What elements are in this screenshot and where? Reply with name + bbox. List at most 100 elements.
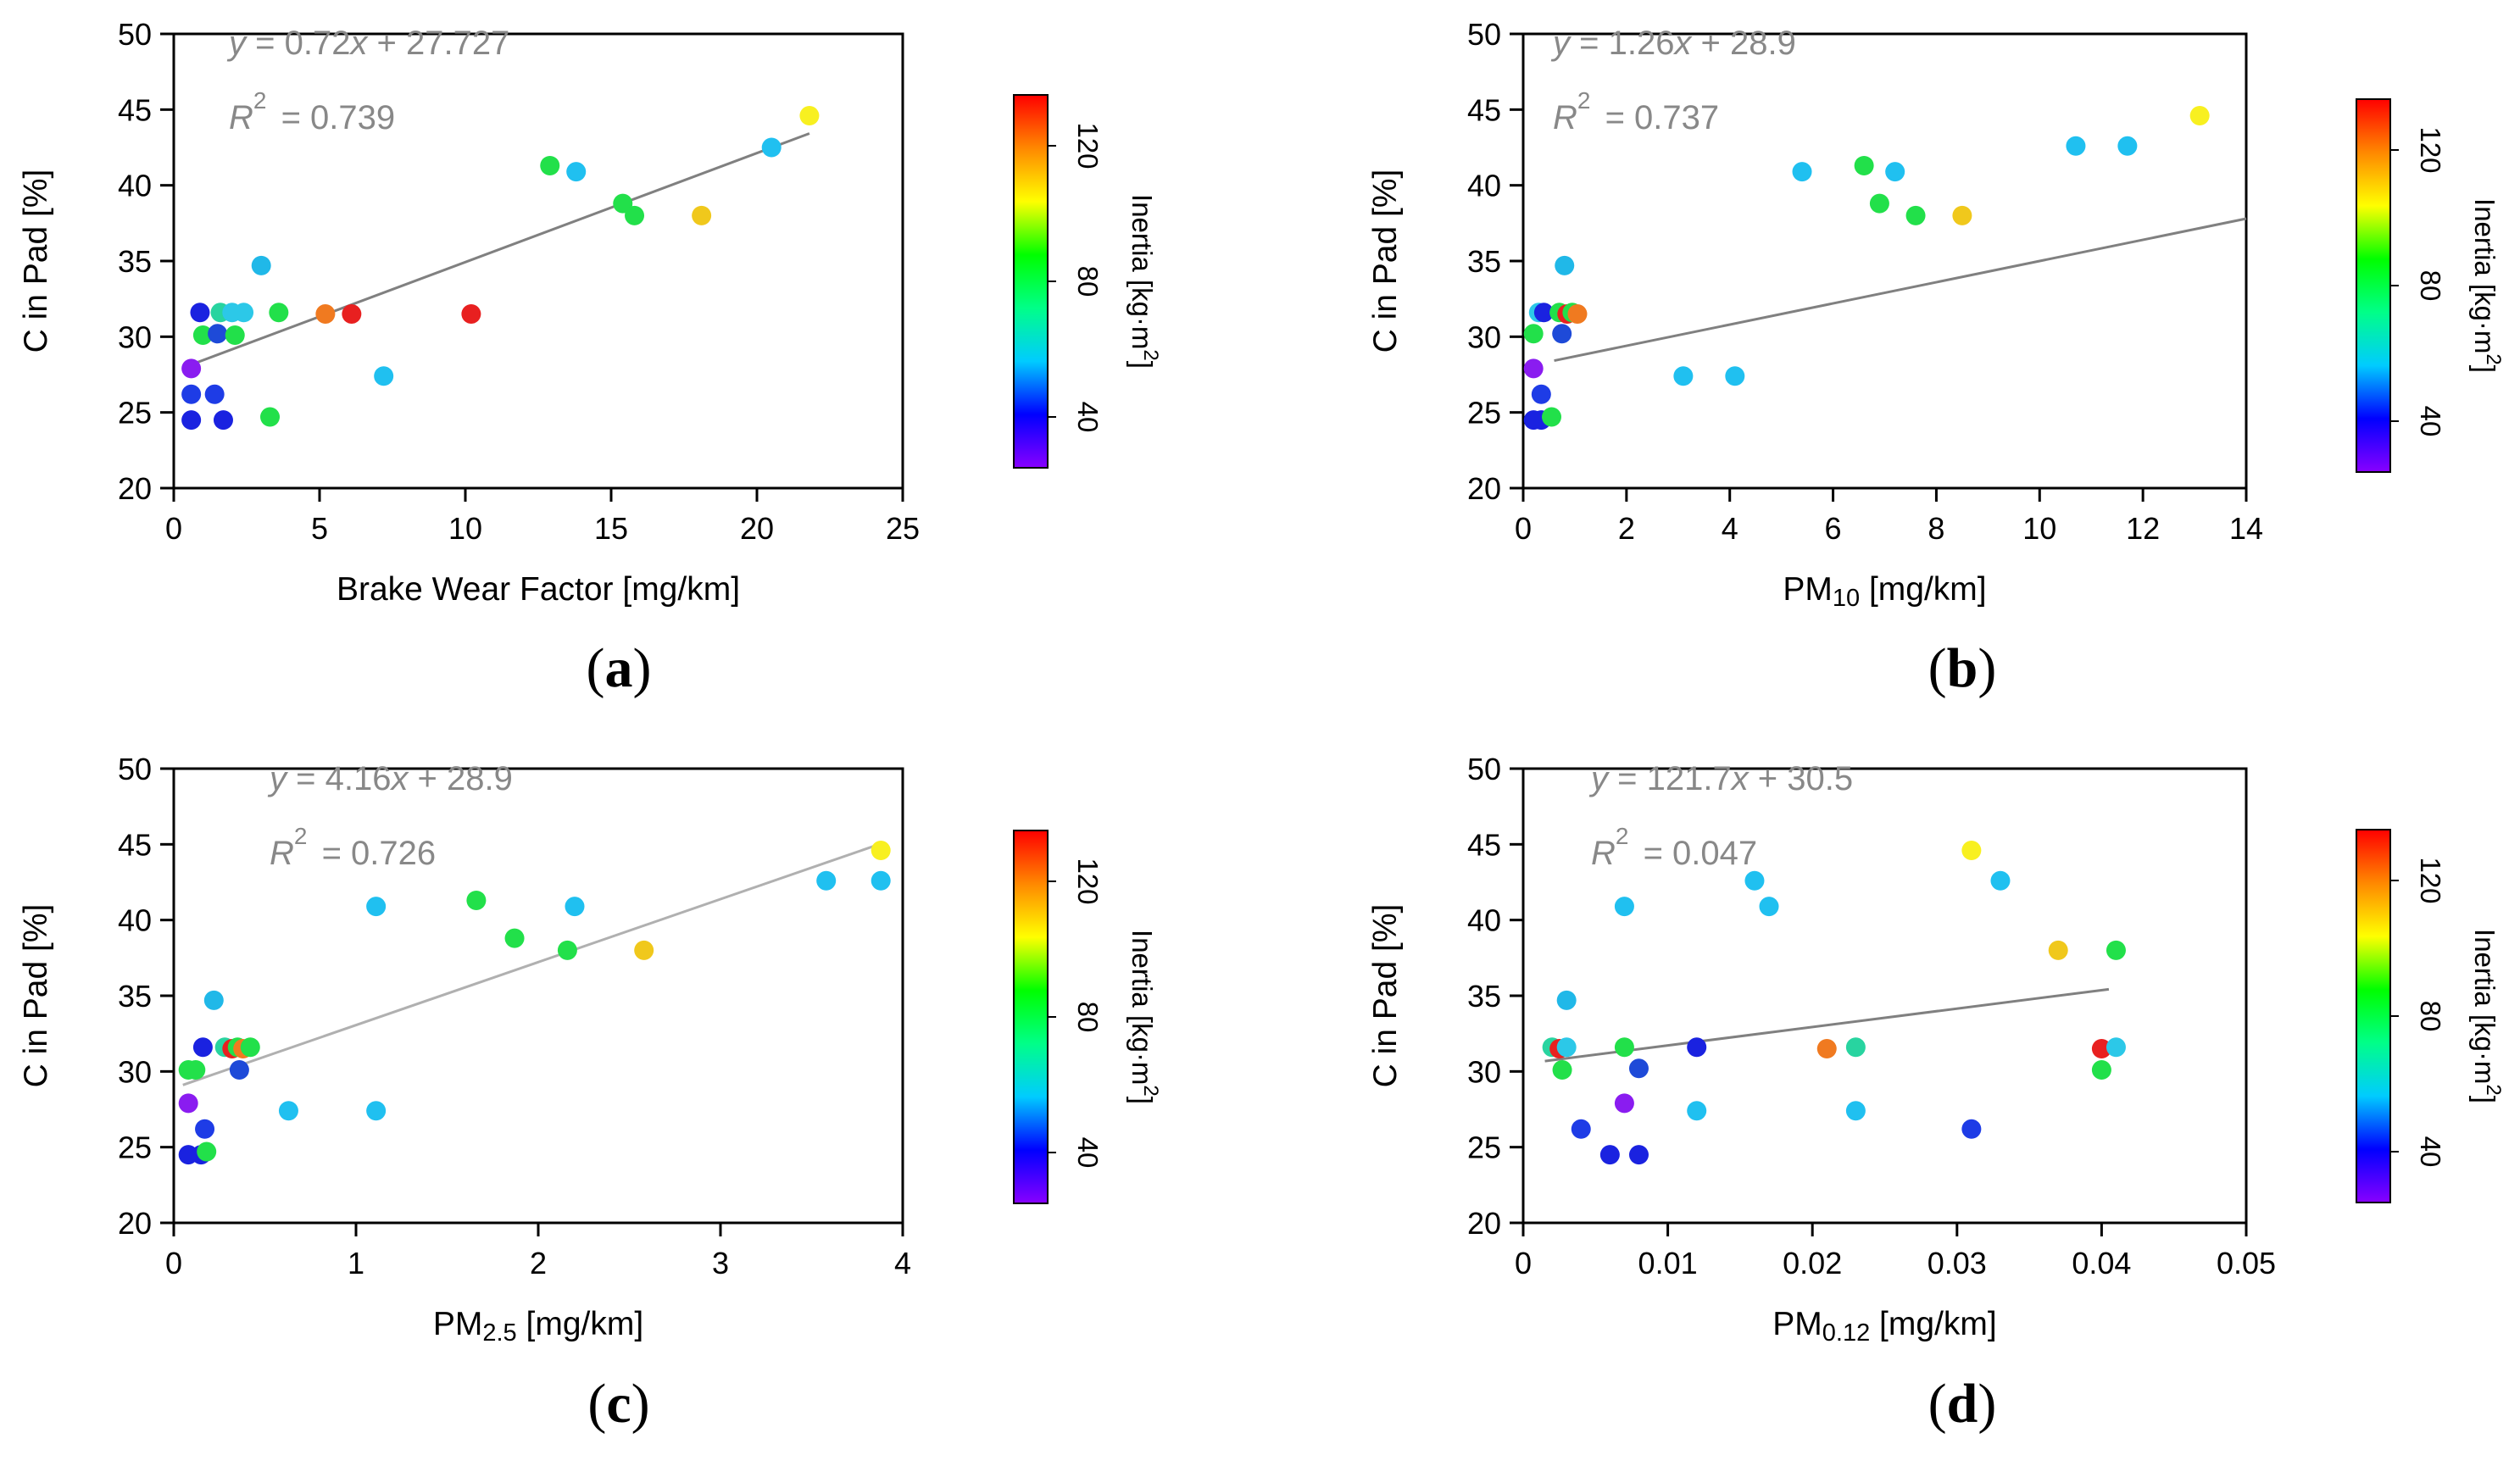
data-point	[799, 105, 820, 125]
y-tick-label: 45	[1467, 92, 1501, 127]
colorbar-title: Inertia [kg·m2]	[2469, 929, 2505, 1103]
data-point	[1571, 1119, 1591, 1139]
panel-d: 0 0.01 0.02 0.03 0.04 0.05 20 25 30 35 40 45 50 C in …	[1367, 752, 2505, 1435]
y-tick-label: 25	[118, 396, 152, 430]
colorbar	[1013, 94, 1049, 469]
colorbar-title-close: ]	[1126, 1097, 1158, 1104]
equation-intercept: + 27.727	[367, 25, 509, 62]
data-point	[178, 1093, 198, 1114]
data-point	[1792, 162, 1812, 182]
y-axis-title: C in Pad [%]	[18, 904, 54, 1088]
y-tick-label: 20	[1467, 1206, 1501, 1241]
x-axis-title-main: PM	[1783, 571, 1833, 608]
data-point	[2106, 940, 2126, 960]
colorbar-title-main: Inertia [kg·m	[1126, 930, 1158, 1085]
data-point	[566, 162, 587, 182]
data-point	[1614, 1093, 1634, 1114]
colorbar-tick-label: 40	[1072, 1137, 1104, 1169]
colorbar-title: Inertia [kg·m2]	[1126, 194, 1162, 369]
colorbar-title-main: Inertia [kg·m	[1126, 194, 1158, 349]
equation-coef: = 121.7	[1608, 760, 1732, 797]
data-point	[197, 1141, 217, 1162]
x-tick-label: 0	[1515, 1246, 1532, 1280]
data-point	[1523, 358, 1544, 379]
y-tick-label: 45	[118, 827, 152, 862]
data-point	[871, 840, 891, 860]
data-point	[1531, 384, 1551, 404]
data-point	[1961, 840, 1982, 860]
data-point	[1725, 366, 1745, 386]
data-point	[208, 324, 228, 344]
y-tick-label: 50	[118, 17, 152, 52]
data-point	[229, 1060, 249, 1080]
regression-line	[182, 841, 885, 1086]
y-tick-label: 20	[118, 1206, 152, 1241]
colorbar-title-sup: 2	[1139, 1085, 1162, 1096]
regression-line	[1544, 987, 2110, 1063]
panel-label-letter: a	[605, 637, 633, 699]
data-point	[251, 255, 271, 275]
regression-equation: y = 4.16x + 28.9	[267, 760, 513, 797]
equation-y: y	[267, 760, 289, 797]
x-tick-label: 12	[2126, 511, 2160, 546]
y-tick-label: 35	[118, 244, 152, 279]
x-axis-title: PM10 [mg/km]	[1783, 571, 1986, 612]
colorbar-tick-label: 40	[2415, 1136, 2446, 1168]
x-tick-label: 4	[1722, 511, 1738, 546]
data-point	[1555, 255, 1575, 275]
panel-label-close: )	[1978, 1373, 1996, 1435]
data-point	[192, 1037, 213, 1058]
data-point	[213, 410, 233, 430]
x-tick-label: 4	[894, 1246, 911, 1280]
equation-y: y	[1550, 25, 1572, 62]
colorbar-title: Inertia [kg·m2]	[2469, 198, 2505, 373]
colorbar-title-close: ]	[1126, 361, 1158, 369]
regression-equation: y = 121.7x + 30.5	[1588, 760, 1853, 797]
data-point	[1905, 205, 1926, 225]
data-point	[1552, 1060, 1572, 1080]
data-point	[269, 303, 289, 323]
data-point	[315, 304, 336, 325]
data-point	[1556, 990, 1577, 1010]
colorbar-tick-label: 120	[1072, 858, 1104, 904]
x-axis-title-main: Brake Wear Factor [mg/km]	[337, 571, 740, 608]
colorbar-title-sup: 2	[2482, 1084, 2505, 1095]
colorbar-title: Inertia [kg·m2]	[1126, 930, 1162, 1104]
x-axis-title-main: PM	[1772, 1306, 1822, 1342]
panel-label-letter: d	[1947, 1373, 1978, 1435]
data-point	[190, 303, 210, 323]
data-point	[225, 325, 245, 346]
data-point	[1628, 1058, 1649, 1079]
data-point	[192, 325, 213, 346]
data-point	[1687, 1037, 1707, 1058]
data-point	[1845, 1101, 1866, 1121]
data-point	[2189, 105, 2210, 125]
r-squared-r: R	[229, 99, 253, 136]
data-point	[2106, 1037, 2126, 1058]
data-point	[557, 940, 577, 960]
data-point	[1567, 304, 1588, 325]
r-squared: R2 = 0.047	[1591, 823, 1757, 872]
data-point	[1845, 1037, 1866, 1058]
x-axis-title-unit: [mg/km]	[517, 1306, 644, 1342]
data-point	[204, 384, 225, 404]
colorbar	[1013, 830, 1049, 1204]
x-tick-label: 0.04	[2072, 1246, 2131, 1280]
panel-label-open: (	[1928, 637, 1947, 699]
y-tick-label: 30	[1467, 319, 1501, 354]
r-squared-r: R	[270, 835, 294, 872]
y-tick-label: 50	[1467, 17, 1501, 52]
x-tick-label: 15	[594, 511, 628, 546]
y-tick-label: 40	[118, 903, 152, 938]
r-squared-exponent: 2	[1577, 87, 1591, 114]
data-point	[2091, 1039, 2111, 1059]
y-tick-label: 50	[118, 752, 152, 786]
r-squared-exponent: 2	[253, 87, 267, 114]
data-point	[1599, 1145, 1620, 1165]
panel-label-open: (	[587, 637, 605, 699]
data-point	[366, 897, 387, 917]
y-tick-label: 20	[118, 471, 152, 506]
data-point	[374, 366, 394, 386]
equation-x: x	[348, 25, 369, 62]
